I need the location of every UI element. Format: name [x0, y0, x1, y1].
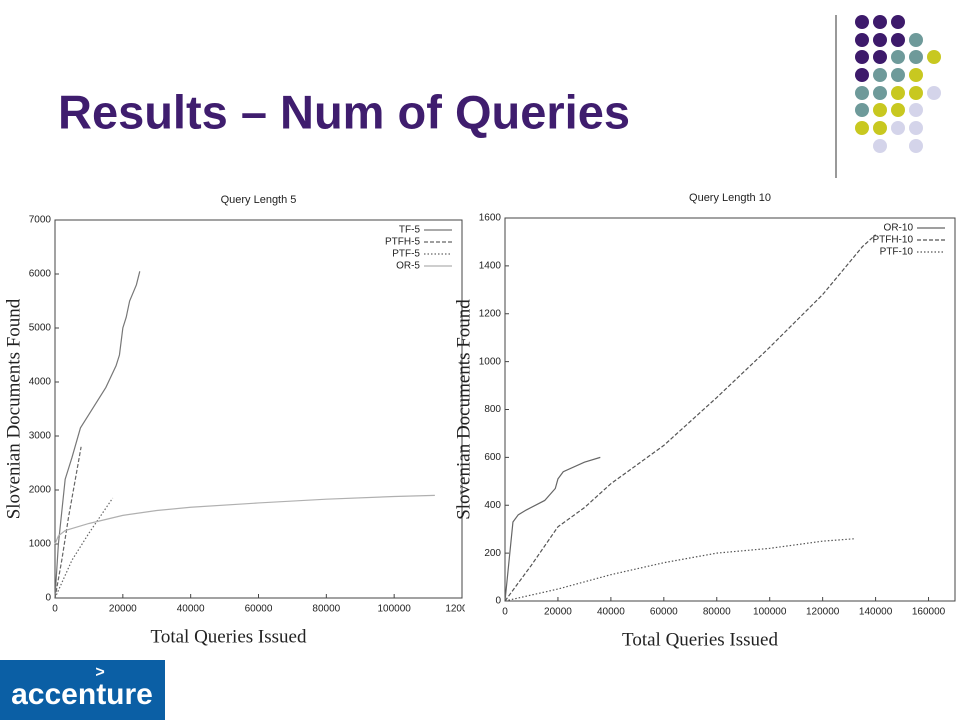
legend-label: TF-5 [399, 225, 421, 236]
x-tick-label: 40000 [597, 607, 625, 618]
x-tick-label: 140000 [859, 607, 893, 618]
x-tick-label: 100000 [377, 604, 411, 615]
legend-label: PTF-5 [392, 249, 420, 260]
x-tick-label: 0 [52, 604, 58, 615]
x-tick-label: 40000 [177, 604, 205, 615]
y-tick-label: 1600 [479, 213, 502, 224]
series-line [54, 494, 435, 545]
x-tick-label: 0 [502, 607, 508, 618]
chart-title: Query Length 5 [221, 194, 297, 206]
y-tick-label: 6000 [29, 269, 52, 280]
series-line [504, 538, 855, 602]
y-tick-label: 400 [484, 500, 501, 511]
y-tick-label: 600 [484, 452, 501, 463]
series-line [504, 234, 876, 602]
x-tick-label: 60000 [245, 604, 273, 615]
x-tick-label: 20000 [109, 604, 137, 615]
y-tick-label: 1000 [479, 356, 502, 367]
x-tick-label: 80000 [312, 604, 340, 615]
legend-label: OR-5 [396, 261, 420, 272]
x-tick-label: 120000 [806, 607, 840, 618]
y-tick-label: 800 [484, 404, 501, 415]
x-tick-label: 120000 [445, 604, 479, 615]
y-tick-label: 1200 [479, 308, 502, 319]
chart: Query Length 5 0 1000 2000 3000 4000 5000 6000 7… [3, 194, 479, 647]
legend-label: PTF-10 [880, 247, 914, 258]
y-tick-label: 3000 [29, 431, 52, 442]
y-tick-label: 4000 [29, 377, 52, 388]
y-tick-label: 2000 [29, 485, 52, 496]
chart-title: Query Length 10 [689, 192, 771, 204]
x-tick-label: 60000 [650, 607, 678, 618]
chart: Query Length 10 0 200 400 600 800 1000 1200 1400… [453, 192, 956, 650]
legend-label: PTFH-5 [385, 237, 420, 248]
logo: accenture [11, 678, 153, 711]
x-tick-label: 20000 [544, 607, 572, 618]
y-axis-label: Slovenian Documents Found [3, 298, 24, 519]
y-tick-label: 0 [495, 596, 501, 607]
slide-title: Results – Num of Queries [58, 85, 630, 138]
y-tick-label: 1400 [479, 261, 502, 272]
y-tick-label: 0 [45, 593, 51, 604]
plot-frame [54, 219, 463, 599]
y-tick-label: 200 [484, 548, 501, 559]
x-tick-label: 80000 [703, 607, 731, 618]
series-line [54, 271, 141, 599]
dot-decoration [855, 15, 941, 153]
series-line [54, 497, 114, 599]
y-tick-label: 5000 [29, 323, 52, 334]
y-axis-label: Slovenian Documents Found [453, 299, 474, 520]
legend-label: OR-10 [884, 223, 914, 234]
logo-box [0, 660, 165, 720]
logo-mark: > [95, 664, 104, 681]
y-tick-label: 7000 [29, 215, 52, 226]
legend-label: PTFH-10 [872, 235, 913, 246]
x-tick-label: 160000 [912, 607, 946, 618]
y-tick-label: 1000 [29, 539, 52, 550]
x-tick-label: 100000 [753, 607, 787, 618]
x-axis-label: Total Queries Issued [622, 629, 778, 650]
plot-frame [504, 217, 956, 602]
x-axis-label: Total Queries Issued [151, 626, 307, 647]
series-line [54, 446, 82, 599]
series-line [504, 456, 601, 602]
